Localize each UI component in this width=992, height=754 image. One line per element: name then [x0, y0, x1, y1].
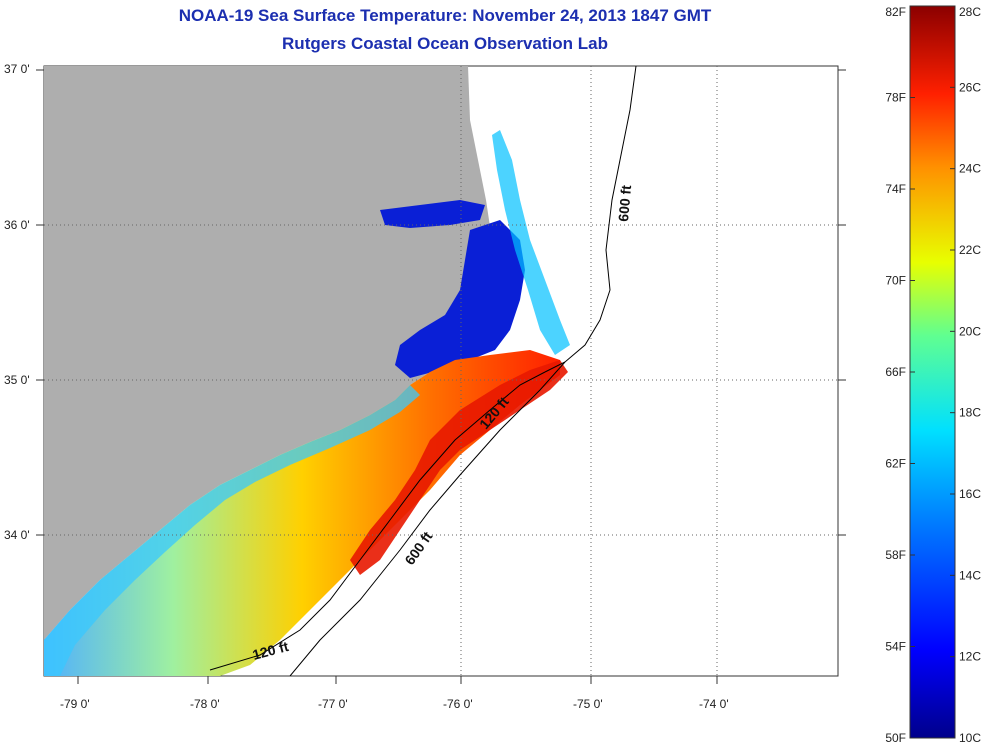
contour-label-600ft-north: 600 ft: [615, 184, 634, 222]
lat-label-36: 36 0': [4, 218, 30, 232]
colorbar-label-c: 20C: [959, 324, 981, 338]
pamlico-sound: [395, 220, 525, 378]
nearshore-cool-water: [44, 385, 420, 676]
lat-label-35: 35 0': [4, 373, 30, 387]
lat-label-37: 37 0': [4, 62, 30, 76]
albemarle-sound: [380, 200, 485, 228]
lon-axis: [77, 676, 718, 684]
shelf-water: [44, 350, 560, 676]
colorbar-labels-celsius: 28C 26C 24C 22C 20C 18C 16C 14C 12C 10C: [959, 5, 981, 745]
colorbar-label-f: 62F: [885, 457, 906, 471]
colorbar-label-c: 14C: [959, 568, 981, 582]
colorbar-ticks: [910, 5, 955, 739]
colorbar-label-c: 16C: [959, 487, 981, 501]
colorbar-label-f: 66F: [885, 365, 906, 379]
lat-label-34: 34 0': [4, 528, 30, 542]
colorbar-label-c: 10C: [959, 731, 981, 745]
contour-600ft-south: [289, 361, 566, 676]
lon-label-78: -78 0': [190, 697, 220, 711]
colorbar-label-f: 70F: [885, 274, 906, 288]
map-subtitle: Rutgers Coastal Ocean Observation Lab: [282, 34, 608, 53]
colorbar-label-f: 54F: [885, 640, 906, 654]
colorbar-label-f: 82F: [885, 5, 906, 19]
colorbar-label-c: 24C: [959, 162, 981, 176]
gulf-stream-edge: [350, 360, 568, 575]
lon-label-76: -76 0': [443, 697, 473, 711]
colorbar-label-f: 74F: [885, 182, 906, 196]
lon-label-75: -75 0': [573, 697, 603, 711]
outer-banks-water: [492, 130, 570, 355]
contour-120ft: [209, 371, 546, 671]
colorbar-labels-fahrenheit: 82F 78F 74F 70F 66F 62F 58F 54F 50F: [885, 5, 906, 745]
colorbar: [909, 5, 956, 739]
colorbar-label-f: 78F: [885, 91, 906, 105]
colorbar-label-c: 18C: [959, 406, 981, 420]
colorbar-label-f: 50F: [885, 731, 906, 745]
colorbar-label-c: 28C: [959, 5, 981, 19]
graticule: [44, 66, 838, 676]
land-mass: [44, 66, 496, 640]
lon-label-74: -74 0': [699, 697, 729, 711]
lat-axis: [36, 69, 846, 536]
lon-label-77: -77 0': [318, 697, 348, 711]
colorbar-label-f: 58F: [885, 548, 906, 562]
colorbar-label-c: 22C: [959, 243, 981, 257]
colorbar-label-c: 26C: [959, 80, 981, 94]
map-title: NOAA-19 Sea Surface Temperature: Novembe…: [178, 6, 712, 25]
colorbar-label-c: 12C: [959, 650, 981, 664]
lon-label-79: -79 0': [60, 697, 90, 711]
contour-600ft-north: [544, 66, 637, 373]
